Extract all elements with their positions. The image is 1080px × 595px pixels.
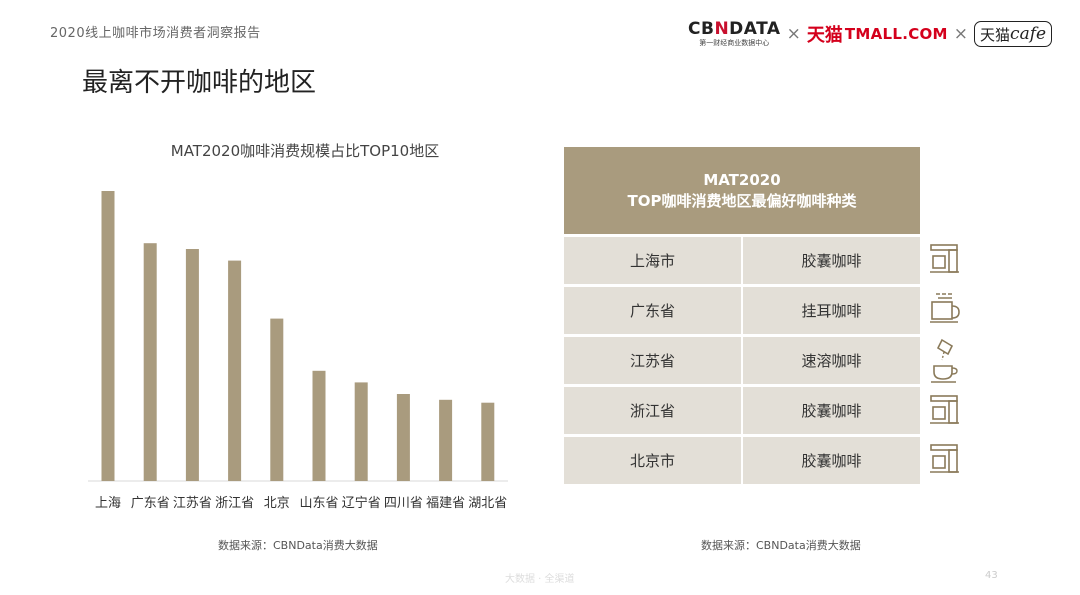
drip-coffee-icon — [930, 293, 960, 323]
times-icon: × — [953, 24, 969, 44]
coffee-type-cell: 速溶咖啡 — [801, 352, 862, 370]
table-row: 浙江省 胶囊咖啡 — [564, 387, 920, 434]
table-row: 北京市 胶囊咖啡 — [564, 437, 920, 484]
page-number: 43 — [985, 570, 998, 581]
bar-6 — [312, 370, 326, 481]
chart-title: MAT2020咖啡消费规模占比TOP10地区 — [170, 142, 440, 160]
table-source: 数据来源：CBNData消费大数据 — [701, 539, 861, 552]
x-tick-label: 福建省 — [426, 496, 465, 511]
x-tick-label: 浙江省 — [215, 496, 254, 511]
coffee-type-cell: 挂耳咖啡 — [801, 302, 862, 320]
bar-chart: 上海 广东省 江苏省 浙江省 北京 山东省 辽宁省 四川省 福建省 湖北省 — [88, 191, 508, 511]
bar-5 — [270, 318, 284, 481]
instant-coffee-icon — [931, 338, 958, 383]
bar-2 — [143, 243, 157, 481]
table-row: 广东省 挂耳咖啡 — [564, 287, 920, 334]
report-title: 2020线上咖啡市场消费者洞察报告 — [50, 26, 261, 41]
footer-watermark: 大数据 · 全渠道 — [505, 574, 575, 585]
capsule-machine-icon — [930, 244, 959, 273]
bar-7 — [354, 382, 368, 481]
table-row: 江苏省 速溶咖啡 — [564, 337, 920, 384]
cbndata-logo: CBNDATA 第一财经商业数据中心 — [688, 19, 781, 47]
bar-1 — [101, 191, 115, 481]
region-cell: 广东省 — [564, 287, 743, 334]
region-cell: 浙江省 — [564, 387, 743, 434]
coffee-type-cell: 胶囊咖啡 — [801, 402, 862, 420]
coffee-type-cell: 胶囊咖啡 — [801, 452, 862, 470]
coffee-type-cell: 胶囊咖啡 — [801, 252, 862, 270]
x-tick-label: 山东省 — [299, 496, 338, 511]
bar-3 — [185, 249, 199, 481]
table-header: MAT2020 TOP咖啡消费地区最偏好咖啡种类 — [564, 147, 920, 234]
tmall-cafe-logo: 天猫 cafe — [974, 21, 1053, 47]
page-title: 最离不开咖啡的地区 — [82, 68, 317, 98]
times-icon: × — [786, 24, 801, 44]
x-tick-label: 江苏省 — [173, 495, 212, 511]
bar-8 — [396, 394, 410, 481]
region-cell: 上海市 — [564, 237, 743, 284]
bar-10 — [481, 402, 495, 481]
region-cell: 北京市 — [564, 437, 743, 484]
x-tick-label: 辽宁省 — [342, 495, 381, 511]
partner-logos: CBNDATA 第一财经商业数据中心 × 天猫 TMALL.COM × 天猫 ca… — [688, 16, 1053, 52]
region-cell: 江苏省 — [564, 337, 743, 384]
preference-table: MAT2020 TOP咖啡消费地区最偏好咖啡种类 上海市 胶囊咖啡 广东省 挂耳… — [564, 147, 920, 484]
x-tick-label: 湖北省 — [468, 496, 507, 511]
bar-9 — [439, 399, 453, 481]
table-row: 上海市 胶囊咖啡 — [564, 237, 920, 284]
x-tick-label: 上海 — [95, 496, 121, 511]
x-tick-label: 四川省 — [384, 496, 423, 511]
capsule-machine-icon — [930, 395, 959, 424]
tmall-logo: 天猫 TMALL.COM — [806, 25, 948, 46]
capsule-machine-icon — [930, 444, 959, 473]
x-tick-label: 广东省 — [131, 496, 170, 511]
chart-source: 数据来源：CBNData消费大数据 — [218, 539, 378, 552]
bar-4 — [228, 260, 242, 481]
x-tick-label: 北京 — [264, 496, 290, 511]
